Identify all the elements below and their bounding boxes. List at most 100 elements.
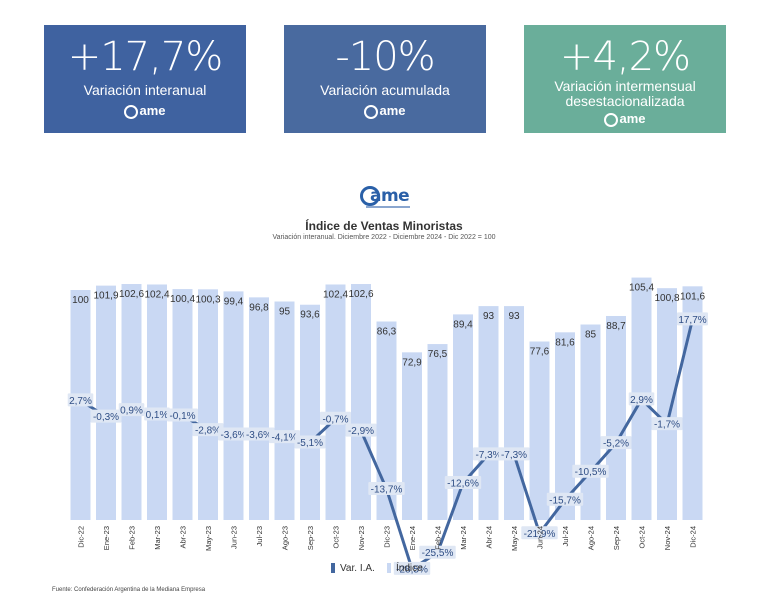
line-value-label: -0,3%: [93, 412, 119, 423]
x-tick-label: Abr-23: [179, 526, 188, 549]
bar-value-label: 100,4: [170, 294, 195, 305]
came-chart-logo: ame: [360, 185, 412, 211]
came-logo: ame: [44, 103, 246, 119]
kpi-value: +4,2%: [559, 34, 691, 80]
bar-indice: [427, 344, 448, 520]
line-value-label: -7,3%: [475, 450, 501, 461]
x-tick-label: Jun-24: [536, 526, 545, 549]
bar-value-label: 72,9: [402, 357, 422, 368]
bar-indice: [325, 284, 346, 520]
bar-value-label: 76,5: [428, 349, 448, 360]
line-value-label: -5,2%: [603, 439, 629, 450]
came-logo-ring-icon: [124, 104, 139, 119]
x-tick-label: Feb-23: [128, 526, 137, 550]
x-tick-label: May-23: [204, 526, 213, 551]
line-label-box: [218, 427, 249, 441]
line-value-label: -4,1%: [271, 433, 297, 444]
bar-value-label: 105,4: [629, 283, 654, 294]
line-label-box: [651, 417, 683, 431]
bar-value-label: 99,4: [224, 296, 244, 307]
line-value-label: 0,9%: [120, 406, 143, 417]
line-label-box: [118, 403, 145, 417]
x-tick-label: Oct-23: [332, 526, 341, 549]
bar-value-label: 93: [508, 311, 520, 322]
line-value-label: 2,9%: [630, 395, 653, 406]
bar-indice: [555, 332, 575, 520]
x-tick-label: Sep-23: [306, 526, 315, 550]
line-label-box: [393, 561, 431, 575]
line-value-label: -5,1%: [297, 438, 323, 449]
x-tick-label: Nov-23: [357, 526, 366, 550]
line-value-label: -10,5%: [575, 467, 607, 478]
line-value-label: -25,5%: [422, 548, 454, 559]
came-logo: ame: [524, 111, 726, 127]
line-value-label: -15,7%: [549, 495, 581, 506]
line-label-box: [546, 492, 584, 506]
x-tick-label: Ago-24: [587, 526, 596, 550]
bar-indice: [478, 306, 499, 520]
legend-swatch-var-ia: [331, 563, 335, 573]
x-tick-label: Oct-24: [638, 526, 647, 549]
x-tick-label: Sep-24: [612, 526, 621, 550]
line-label-box: [345, 423, 377, 437]
x-tick-label: Dic-22: [77, 526, 86, 548]
bar-indice: [147, 284, 167, 520]
x-tick-label: Mar-24: [459, 526, 468, 550]
kpi-value: +17,7%: [67, 34, 224, 80]
line-value-label: -3,6%: [246, 430, 272, 441]
bar-value-label: 89,4: [453, 319, 473, 330]
bar-value-label: 96,8: [249, 302, 269, 313]
came-logo-ring-icon: [364, 104, 379, 119]
legend-label-indice: Índice: [396, 561, 423, 574]
x-tick-label: May-24: [510, 526, 519, 551]
came-logo: ame: [284, 103, 486, 119]
line-label-box: [243, 427, 275, 441]
line-label-box: [269, 430, 300, 444]
line-label-box: [167, 408, 198, 422]
line-value-label: -0,1%: [169, 411, 195, 422]
bar-indice: [96, 285, 116, 520]
x-tick-label: Jul-24: [561, 526, 570, 546]
x-tick-label: Jun-23: [230, 526, 239, 549]
bar-indice: [376, 321, 397, 520]
line-value-label: -3,6%: [220, 430, 246, 441]
chart-subtitle: Variación interanual. Diciembre 2022 - D…: [272, 234, 496, 241]
bar-indice: [351, 284, 371, 520]
line-label-box: [368, 481, 405, 495]
kpi-label: Variación acumulada: [320, 82, 450, 98]
bar-value-label: 85: [585, 330, 597, 341]
bar-value-label: 88,7: [606, 321, 626, 332]
x-tick-label: Mar-23: [153, 526, 162, 550]
bar-indice: [121, 284, 142, 520]
line-label-box: [600, 436, 632, 450]
x-tick-label: Ene-23: [102, 526, 111, 550]
line-label-box: [90, 409, 122, 423]
chart-title: Índice de Ventas Minoristas: [305, 219, 463, 233]
bar-indice: [580, 324, 601, 520]
line-label-box: [628, 392, 655, 406]
came-logo-ring-icon: [360, 186, 380, 206]
x-tick-label: Nov-24: [663, 526, 672, 550]
bar-indice: [453, 314, 473, 520]
x-tick-label: Dic-23: [383, 526, 392, 548]
line-label-box: [294, 435, 326, 449]
bar-indice: [172, 289, 193, 520]
line-label-box: [144, 407, 170, 421]
line-label-box: [192, 423, 224, 437]
bar-indice: [300, 304, 320, 520]
bar-indice: [402, 352, 422, 520]
bar-value-label: 102,6: [348, 289, 373, 300]
x-tick-label: Ene-24: [408, 526, 417, 550]
bar-value-label: 100: [72, 295, 89, 306]
line-label-box: [419, 545, 456, 559]
bar-indice: [249, 297, 269, 520]
line-value-label: -12,6%: [447, 479, 479, 490]
legend-label-var-ia: Var. I.A.: [340, 563, 375, 574]
bar-indice: [529, 341, 550, 520]
bar-indice: [504, 306, 524, 520]
line-value-label: -1,7%: [654, 420, 680, 431]
line-value-label: 17,7%: [678, 315, 706, 326]
bar-value-label: 102,4: [144, 289, 169, 300]
bar-value-label: 101,6: [680, 291, 705, 302]
bar-value-label: 102,6: [119, 289, 144, 300]
